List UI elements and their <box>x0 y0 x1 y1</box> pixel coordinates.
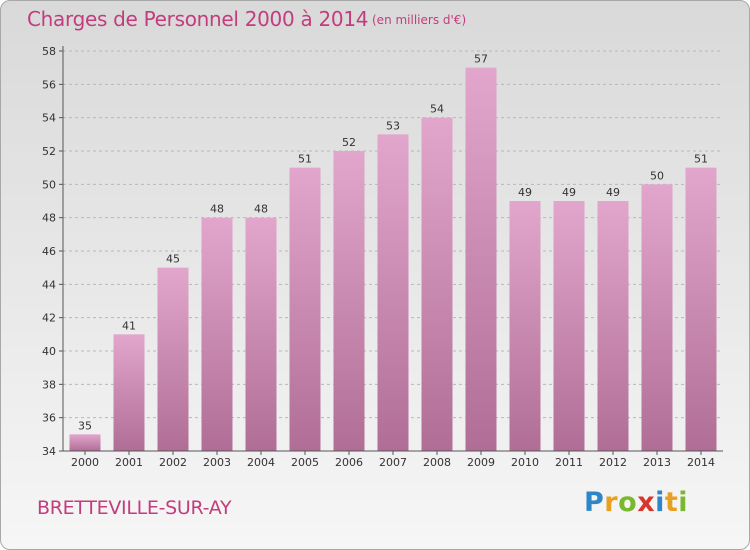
bar-2005 <box>289 167 321 451</box>
data-label-2009: 57 <box>474 53 488 66</box>
bar-2004 <box>245 217 277 451</box>
x-tick-label-2011: 2011 <box>555 456 583 469</box>
bar-2012 <box>597 201 629 451</box>
x-tick-label-2002: 2002 <box>159 456 187 469</box>
data-label-2000: 35 <box>78 419 92 432</box>
x-tick-label-2000: 2000 <box>71 456 99 469</box>
logo-letter: x <box>637 487 656 518</box>
logo-letter: i <box>678 487 689 518</box>
data-label-2002: 45 <box>166 253 180 266</box>
bar-2010 <box>509 201 541 451</box>
logo-letter: o <box>618 487 638 518</box>
logo-letter: r <box>604 487 619 518</box>
data-label-2006: 52 <box>342 136 356 149</box>
x-tick-label-2010: 2010 <box>511 456 539 469</box>
y-tick-label: 54 <box>42 112 56 125</box>
x-tick-label-2001: 2001 <box>115 456 143 469</box>
y-tick-label: 38 <box>42 378 56 391</box>
bar-2003 <box>201 217 233 451</box>
x-tick-label-2006: 2006 <box>335 456 363 469</box>
y-tick-label: 56 <box>42 78 56 91</box>
y-tick-label: 50 <box>42 178 56 191</box>
data-label-2007: 53 <box>386 119 400 132</box>
chart-title: Charges de Personnel 2000 à 2014 <box>27 7 369 31</box>
bar-2009 <box>465 67 497 452</box>
x-tick-label-2013: 2013 <box>643 456 671 469</box>
x-tick-label-2009: 2009 <box>467 456 495 469</box>
bar-2013 <box>641 184 673 452</box>
bar-2007 <box>377 134 409 452</box>
y-tick-label: 34 <box>42 445 56 458</box>
y-tick-label: 58 <box>42 45 56 58</box>
bar-2002 <box>157 267 189 451</box>
x-tick-label-2007: 2007 <box>379 456 407 469</box>
y-tick-label: 48 <box>42 212 56 225</box>
x-tick-label-2004: 2004 <box>247 456 275 469</box>
x-tick-label-2003: 2003 <box>203 456 231 469</box>
bar-2006 <box>333 151 365 451</box>
data-label-2005: 51 <box>298 153 312 166</box>
y-tick-label: 40 <box>42 345 56 358</box>
bar-2011 <box>553 201 585 451</box>
logo-letter: i <box>655 487 665 518</box>
data-label-2012: 49 <box>606 186 620 199</box>
logo-letter: t <box>664 487 679 518</box>
proxiti-logo: Proxiti <box>584 487 688 518</box>
bar-2008 <box>421 117 453 452</box>
chart-unit: (en milliers d'€) <box>372 13 467 27</box>
y-tick-label: 46 <box>42 245 56 258</box>
x-tick-label-2012: 2012 <box>599 456 627 469</box>
commune-name: BRETTEVILLE-SUR-AY <box>37 497 232 519</box>
bar-2001 <box>113 334 145 451</box>
logo-letter: P <box>584 487 605 518</box>
data-label-2004: 48 <box>254 203 268 216</box>
data-label-2008: 54 <box>430 103 444 116</box>
data-label-2013: 50 <box>650 169 664 182</box>
data-label-2003: 48 <box>210 203 224 216</box>
y-tick-label: 52 <box>42 145 56 158</box>
data-label-2011: 49 <box>562 186 576 199</box>
data-label-2010: 49 <box>518 186 532 199</box>
bar-2014 <box>685 167 717 451</box>
y-tick-label: 42 <box>42 312 56 325</box>
bar-2000 <box>69 434 101 451</box>
x-tick-label-2005: 2005 <box>291 456 319 469</box>
data-label-2014: 51 <box>694 153 708 166</box>
y-tick-label: 44 <box>42 278 56 291</box>
x-tick-label-2014: 2014 <box>687 456 715 469</box>
x-tick-label-2008: 2008 <box>423 456 451 469</box>
data-label-2001: 41 <box>122 319 136 332</box>
y-tick-label: 36 <box>42 412 56 425</box>
